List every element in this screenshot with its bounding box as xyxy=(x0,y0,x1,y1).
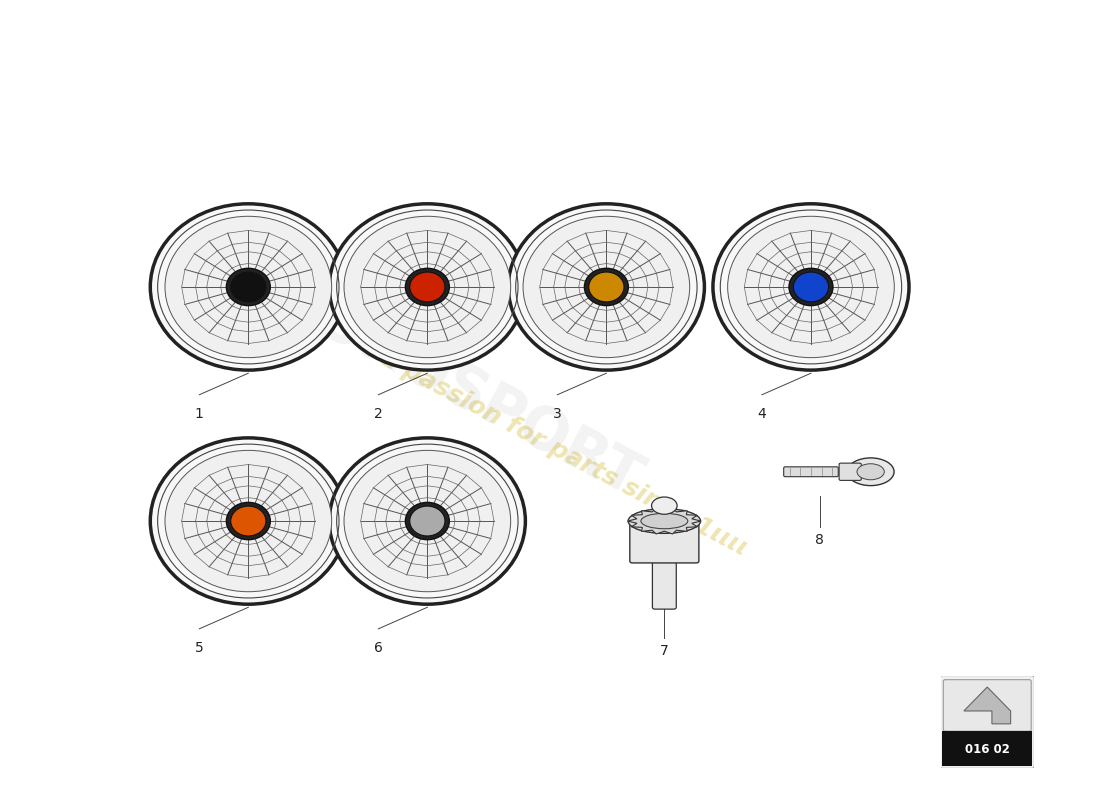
Polygon shape xyxy=(628,508,701,534)
Ellipse shape xyxy=(231,506,266,536)
Ellipse shape xyxy=(231,272,266,302)
Ellipse shape xyxy=(344,216,510,358)
Ellipse shape xyxy=(713,204,909,370)
Ellipse shape xyxy=(793,272,828,302)
FancyBboxPatch shape xyxy=(783,467,838,477)
Text: 8: 8 xyxy=(815,534,824,547)
FancyBboxPatch shape xyxy=(944,680,1031,731)
Text: 6: 6 xyxy=(374,641,383,655)
Ellipse shape xyxy=(651,497,678,514)
Ellipse shape xyxy=(847,458,894,486)
Text: 2: 2 xyxy=(374,407,383,421)
FancyBboxPatch shape xyxy=(652,559,676,609)
Ellipse shape xyxy=(406,502,449,540)
FancyBboxPatch shape xyxy=(630,519,698,563)
Ellipse shape xyxy=(522,216,690,358)
Text: a passion for parts since 1ιιιι: a passion for parts since 1ιιιι xyxy=(376,346,751,561)
Ellipse shape xyxy=(641,514,688,529)
Ellipse shape xyxy=(151,438,346,604)
Text: 5: 5 xyxy=(195,641,204,655)
Text: 1: 1 xyxy=(195,407,204,421)
Ellipse shape xyxy=(410,506,444,536)
Ellipse shape xyxy=(344,450,510,592)
Ellipse shape xyxy=(234,275,263,299)
Ellipse shape xyxy=(584,268,628,306)
Ellipse shape xyxy=(796,275,825,299)
Ellipse shape xyxy=(789,268,833,306)
Ellipse shape xyxy=(165,216,332,358)
Ellipse shape xyxy=(227,502,271,540)
Ellipse shape xyxy=(592,275,620,299)
Text: EUROSPORT: EUROSPORT xyxy=(272,273,651,510)
Ellipse shape xyxy=(727,216,894,358)
Ellipse shape xyxy=(227,268,271,306)
Polygon shape xyxy=(964,687,1011,724)
Ellipse shape xyxy=(329,438,526,604)
Ellipse shape xyxy=(414,275,441,299)
Ellipse shape xyxy=(628,509,701,534)
Ellipse shape xyxy=(588,272,624,302)
Ellipse shape xyxy=(857,464,884,480)
Text: 3: 3 xyxy=(553,407,562,421)
FancyBboxPatch shape xyxy=(839,463,861,480)
Ellipse shape xyxy=(508,204,704,370)
FancyBboxPatch shape xyxy=(939,675,1035,769)
Ellipse shape xyxy=(151,204,346,370)
Ellipse shape xyxy=(234,509,263,533)
Ellipse shape xyxy=(406,268,449,306)
Ellipse shape xyxy=(410,272,444,302)
Text: 7: 7 xyxy=(660,644,669,658)
Ellipse shape xyxy=(414,509,441,533)
Ellipse shape xyxy=(329,204,526,370)
Text: 016 02: 016 02 xyxy=(965,743,1010,756)
Ellipse shape xyxy=(165,450,332,592)
Text: 4: 4 xyxy=(758,407,767,421)
Bar xyxy=(943,731,1032,766)
